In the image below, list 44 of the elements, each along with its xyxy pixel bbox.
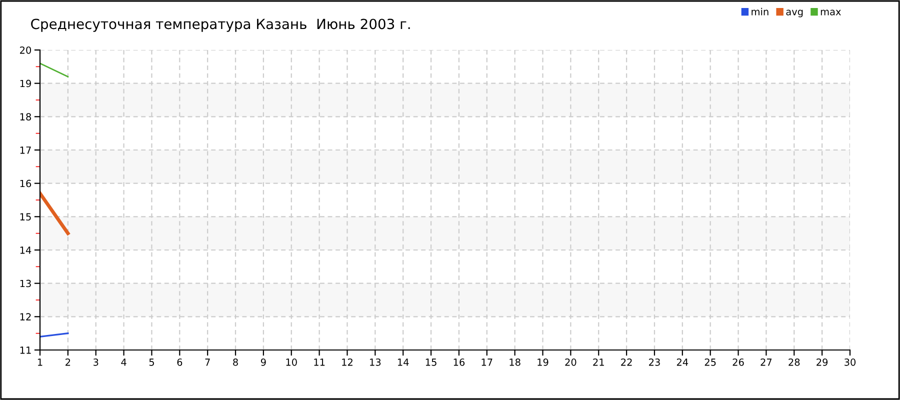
x-tick-label: 12 [342,358,352,366]
chart-title: Среднесуточная температура Казань Июнь 2003 г. [31,18,410,32]
y-tick-label: 18 [20,113,31,120]
x-tick-label: 25 [704,358,716,366]
y-tick-label: 17 [20,146,31,154]
y-tick-label: 13 [20,280,31,288]
y-tick-label: 16 [20,180,32,188]
x-tick-label: 4 [121,358,126,366]
x-tick-label: 13 [370,358,381,366]
x-tick-label: 30 [844,358,856,366]
x-tick-label: 11 [314,358,325,366]
x-tick-label: 20 [565,358,576,366]
x-tick-label: 24 [676,358,688,366]
x-tick-label: 2 [66,358,70,366]
y-tick-label: 14 [20,246,32,254]
y-tick-label: 19 [20,80,31,88]
x-tick-label: 7 [205,358,210,366]
x-tick-label: 17 [482,358,492,366]
legend-label: min [752,8,768,16]
x-tick-label: 1 [38,358,42,366]
x-tick-label: 16 [454,358,465,366]
legend-label: max [820,10,841,16]
x-tick-label: 5 [149,358,154,366]
x-tick-label: 3 [94,358,98,366]
x-tick-label: 10 [286,358,297,366]
y-tick-label: 20 [20,46,32,54]
x-tick-label: 8 [233,358,238,366]
legend-label: avg [786,10,803,18]
x-tick-label: 26 [732,358,744,366]
y-tick-label: 15 [20,213,31,220]
x-tick-label: 27 [760,358,772,366]
x-tick-label: 15 [426,358,436,366]
x-tick-label: 29 [816,358,828,366]
x-tick-label: 22 [621,358,632,366]
x-tick-label: 6 [177,358,182,366]
x-tick-label: 21 [593,358,604,366]
x-tick-label: 18 [510,358,520,366]
y-tick-label: 12 [20,313,31,320]
x-tick-label: 14 [398,358,409,366]
x-tick-label: 28 [788,358,800,366]
x-tick-label: 19 [538,358,548,366]
x-tick-label: 9 [260,358,266,366]
y-tick-label: 11 [20,346,31,354]
x-tick-label: 23 [649,358,660,366]
